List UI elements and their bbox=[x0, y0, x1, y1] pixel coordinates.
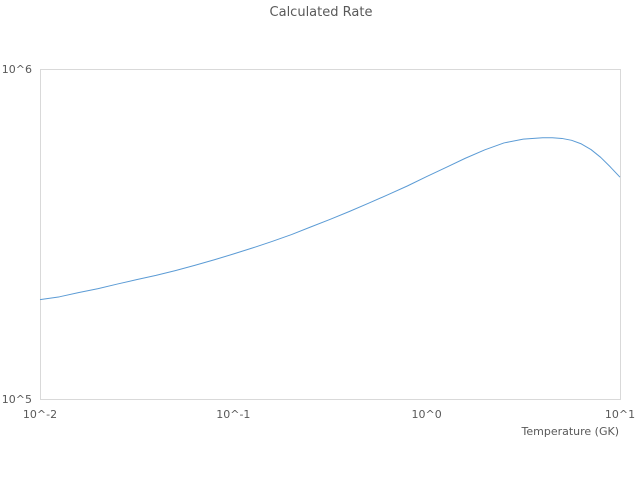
y-tick-label: 10^6 bbox=[2, 63, 32, 76]
y-axis: 10^5 10^6 bbox=[2, 63, 32, 406]
x-tick-label: 10^0 bbox=[412, 408, 442, 421]
x-tick-label: 10^-1 bbox=[216, 408, 250, 421]
series-line bbox=[39, 137, 621, 301]
x-tick-label: 10^-2 bbox=[23, 408, 57, 421]
x-axis: 10^-2 10^-1 10^0 10^1 bbox=[23, 408, 635, 421]
x-tick-label: 10^1 bbox=[605, 408, 635, 421]
x-axis-title: Temperature (GK) bbox=[521, 425, 620, 438]
plot-area-border bbox=[40, 69, 621, 400]
plot-area bbox=[39, 137, 621, 301]
y-tick-label: 10^5 bbox=[2, 393, 32, 406]
chart-title: Calculated Rate bbox=[270, 5, 373, 20]
